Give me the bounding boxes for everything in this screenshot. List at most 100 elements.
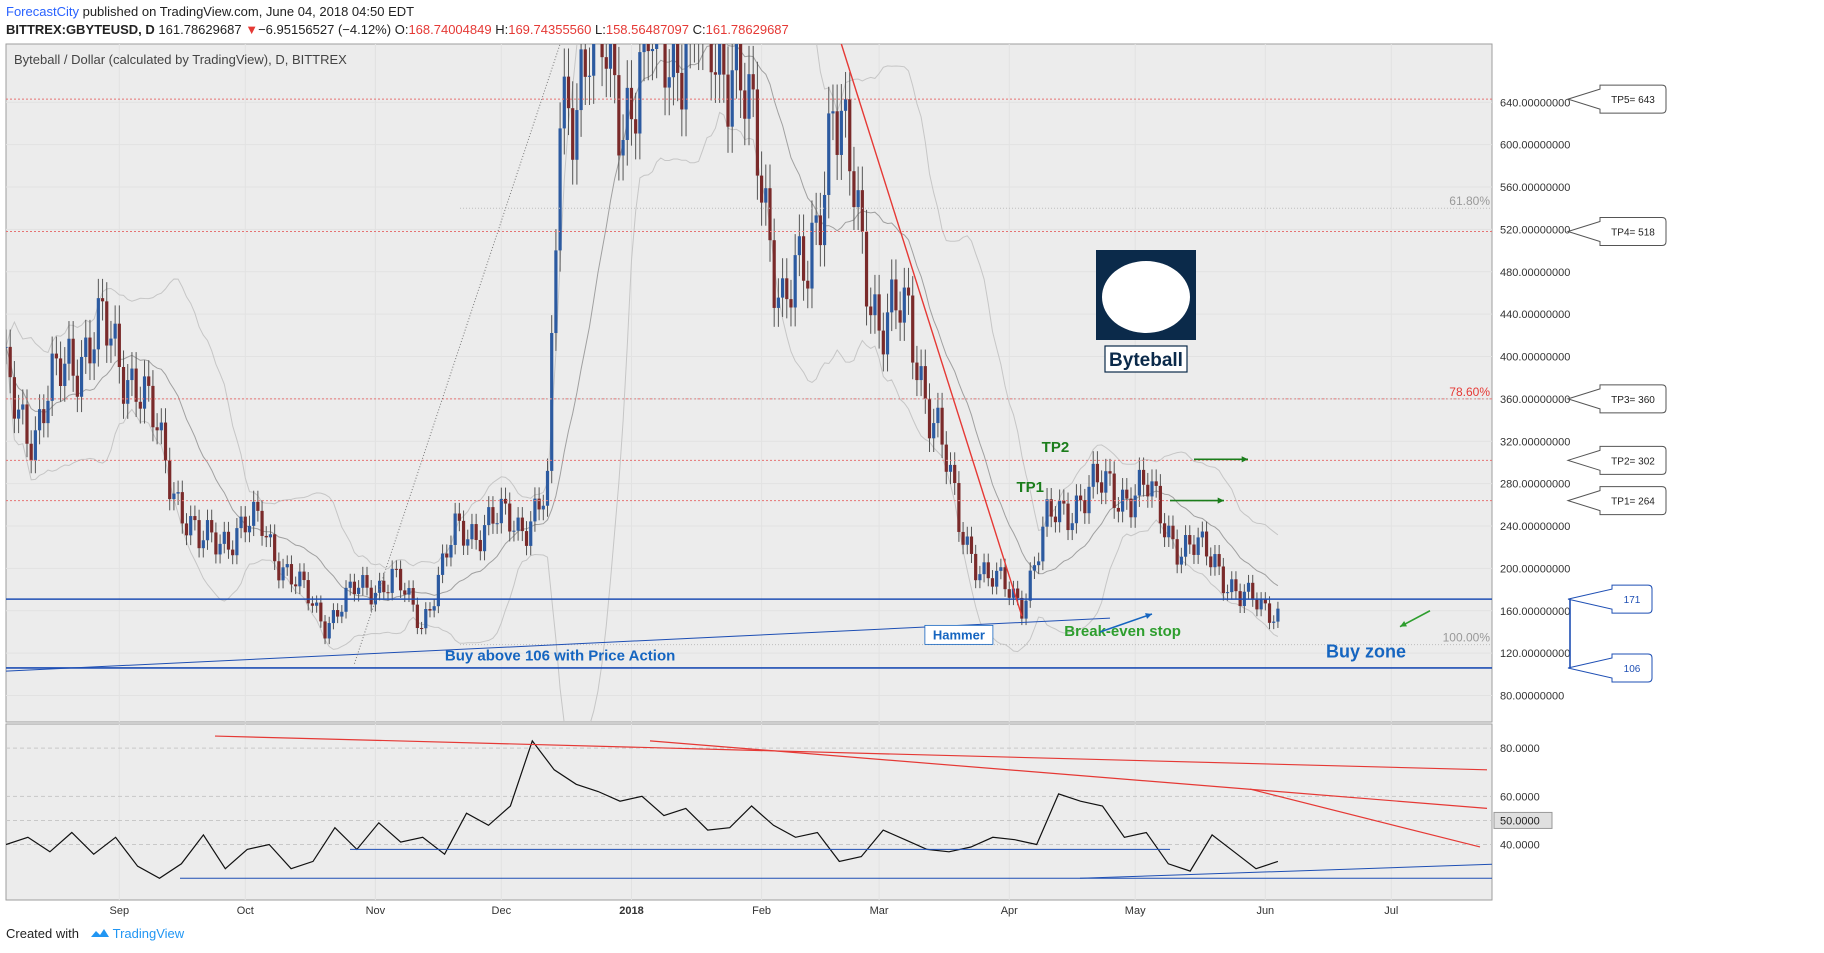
candle-body (1003, 567, 1007, 590)
candle-body (927, 398, 932, 439)
candle-body (377, 580, 382, 593)
annotation-label: Hammer (933, 627, 985, 642)
candle-body (352, 581, 357, 595)
candle-body (1272, 621, 1276, 623)
candle-body (634, 119, 638, 134)
candle-body (596, 0, 599, 3)
open-value: 168.74004849 (408, 22, 492, 37)
price-tick-label: 560.00000000 (1500, 182, 1570, 194)
oscillator-tick-label: 80.0000 (1500, 743, 1540, 755)
candle-body (1125, 489, 1129, 499)
created-with-text: Created with (6, 926, 79, 941)
price-chart[interactable]: 80.00000000 120.00000000 160.00000000 200.0… (0, 0, 1824, 920)
candle-body (1158, 485, 1162, 524)
candle-body (323, 621, 327, 639)
level-callout (1566, 384, 1667, 414)
candle-body (382, 580, 386, 593)
candle-body (885, 312, 890, 355)
candle-body (718, 44, 722, 75)
candle-body (806, 280, 810, 289)
candle-body (294, 584, 298, 587)
candle-body (155, 427, 159, 431)
candle-body (537, 498, 541, 510)
candle-body (415, 604, 419, 629)
chart-header: ForecastCity published on TradingView.co… (0, 0, 1824, 44)
price-tick-label: 320.00000000 (1500, 436, 1570, 448)
candle-body (1230, 579, 1234, 593)
candle-body (273, 534, 277, 562)
candle-body (42, 409, 46, 424)
candle-body (210, 520, 214, 533)
price-tick-label: 600.00000000 (1500, 140, 1570, 152)
tp2-arrow-head (1241, 456, 1248, 463)
candle-body (63, 363, 67, 386)
candle-body (1154, 481, 1158, 486)
candle-body (121, 366, 126, 404)
break-even-arrow-head (1400, 621, 1407, 627)
candle-body (461, 520, 466, 546)
candle-body (524, 531, 529, 546)
level-callout (1567, 653, 1653, 683)
annotation-label: Buy zone (1326, 641, 1406, 661)
candle-body (1137, 469, 1141, 496)
candle-body (743, 90, 747, 119)
time-tick-label: Mar (870, 905, 889, 917)
oscillator-current-box (1493, 811, 1553, 829)
tradingview-link[interactable]: TradingView (112, 926, 185, 941)
candle-body (239, 516, 243, 529)
candle-body (163, 422, 168, 461)
candle-body (260, 510, 264, 536)
candle-body (969, 536, 974, 554)
candle-body (856, 190, 860, 208)
candle-body (336, 610, 340, 617)
hammer-arrow (1099, 613, 1153, 633)
candle-body (1267, 603, 1272, 623)
candle-body (331, 610, 336, 624)
candle-body (1213, 554, 1217, 568)
candle-body (1070, 523, 1074, 531)
author-link[interactable]: ForecastCity (6, 4, 79, 19)
candle-body (554, 250, 558, 334)
byteball-logo-label-box (1104, 345, 1188, 373)
candle-body (676, 44, 680, 73)
candle-body (713, 72, 718, 75)
candle-body (948, 464, 953, 472)
annotation-label: TP1 (1016, 479, 1044, 496)
candle-body (147, 376, 151, 386)
candle-body (571, 108, 575, 160)
candle-body (759, 175, 764, 203)
oscillator-support-3 (1079, 863, 1492, 879)
fib-label: 61.80% (1449, 194, 1490, 208)
candle-body (113, 323, 117, 339)
candle-body (25, 404, 29, 444)
candle-body (264, 535, 268, 538)
candle-body (453, 513, 457, 545)
candle-body (1108, 471, 1112, 474)
candle-body (961, 531, 965, 545)
footer: Created with TradingView (6, 926, 184, 941)
candle-body (827, 113, 831, 195)
candle-body (499, 498, 503, 524)
price-plot (6, 0, 1492, 722)
tradingview-cloud-icon (90, 929, 109, 937)
candle-body (835, 111, 839, 155)
candle-body (693, 0, 696, 33)
candle-body (1234, 579, 1238, 592)
candle-body (566, 76, 571, 109)
time-tick-label: Feb (752, 905, 771, 917)
price-tick-label: 520.00000000 (1500, 224, 1570, 236)
candle-body (793, 255, 797, 308)
candle-body (1204, 531, 1209, 557)
candle-body (134, 368, 138, 402)
candle-body (873, 294, 877, 316)
candle-body (46, 400, 50, 424)
candle-body (466, 539, 470, 546)
level-callout (1567, 584, 1653, 614)
candle-body (348, 581, 352, 588)
candle-body (1066, 503, 1070, 531)
candle-body (1024, 600, 1028, 619)
falling-trend-line (840, 44, 1023, 617)
candle-body (1087, 486, 1091, 514)
fib-anchor-line (353, 44, 561, 664)
candle-body (319, 602, 323, 622)
